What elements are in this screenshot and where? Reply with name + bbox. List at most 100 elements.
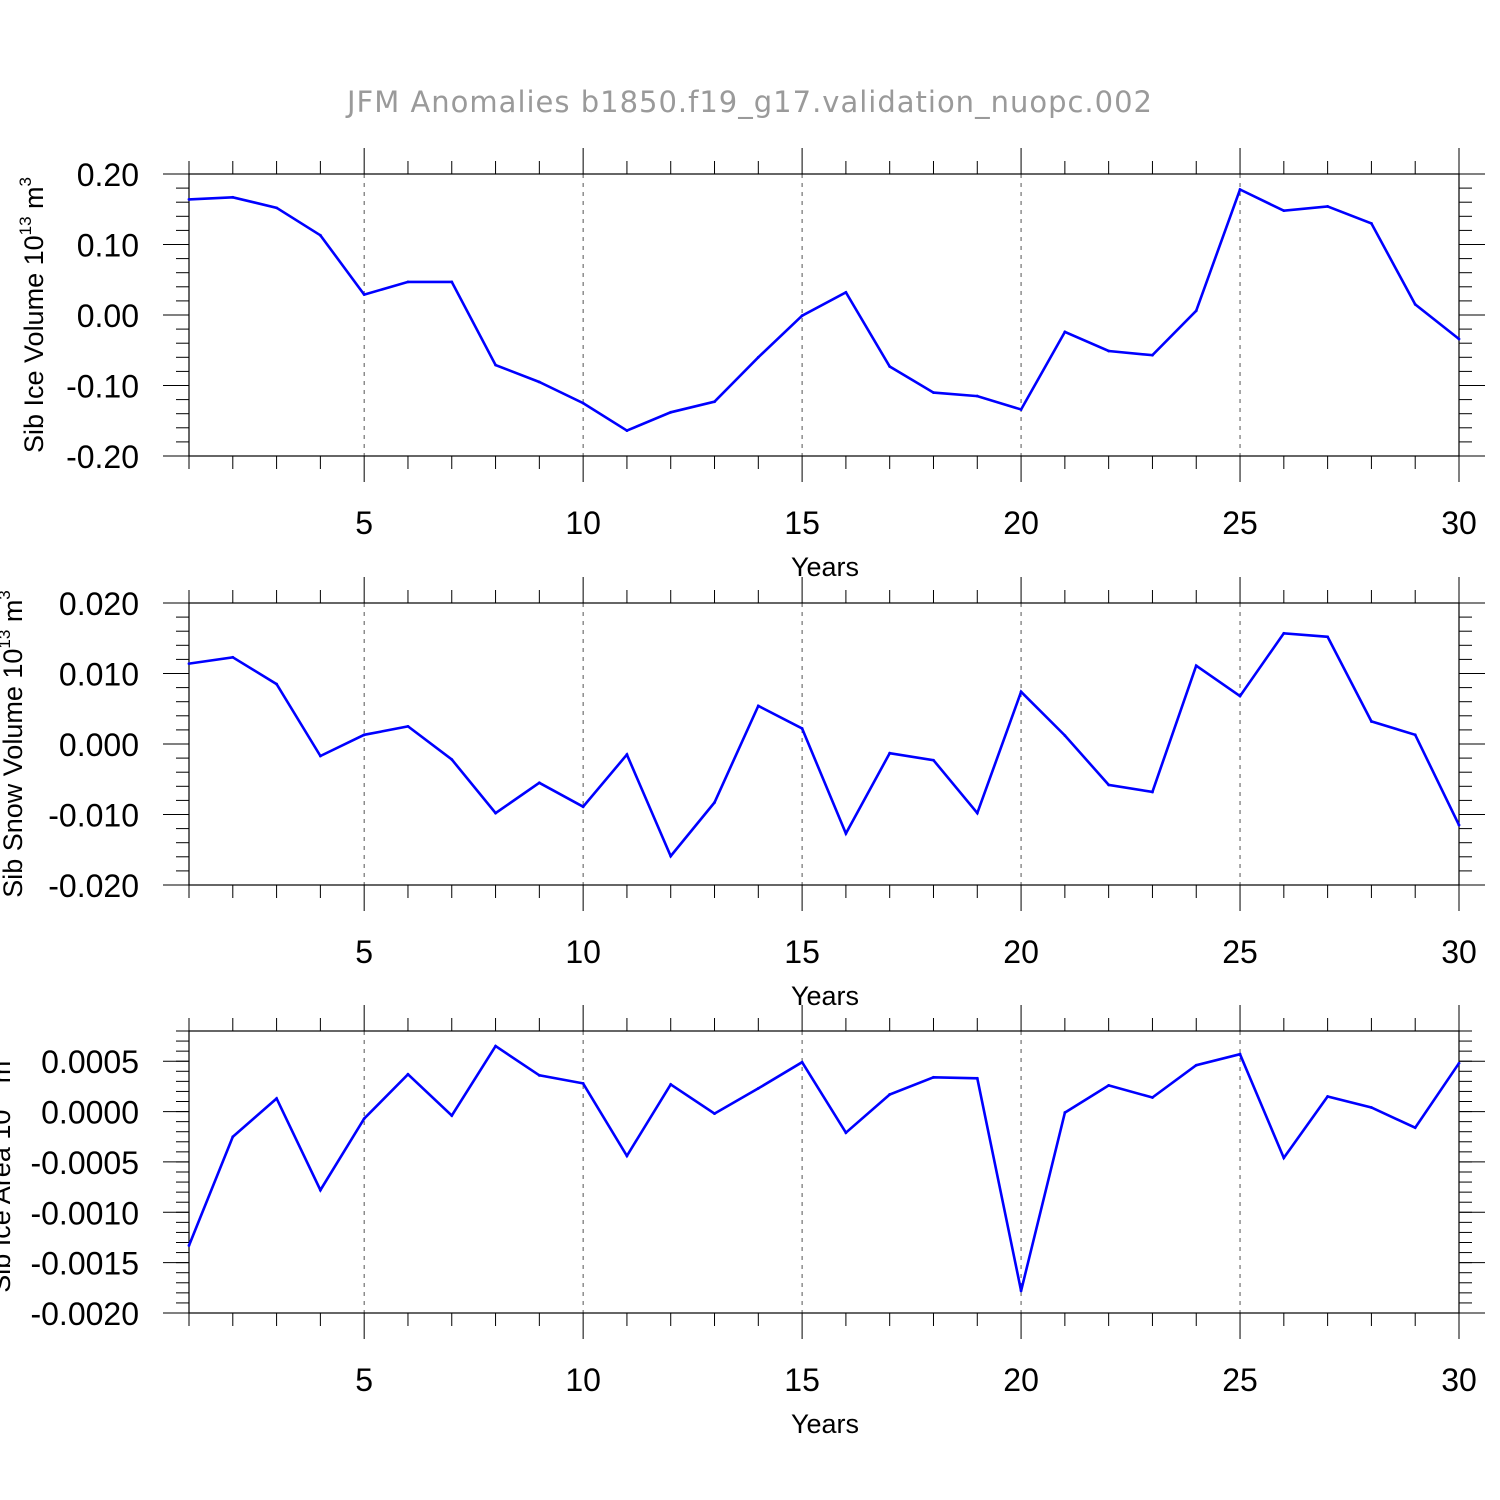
data-point: [1107, 349, 1111, 353]
data-point: [756, 355, 760, 359]
y-axis-label-superscript: 3: [16, 177, 35, 186]
data-point: [537, 781, 541, 785]
data-point: [1413, 1126, 1417, 1130]
data-point: [800, 314, 804, 318]
data-point: [1019, 1289, 1023, 1293]
data-point: [362, 1117, 366, 1121]
x-tick-label: 15: [784, 934, 820, 970]
data-point: [1107, 783, 1111, 787]
data-point: [1063, 330, 1067, 334]
data-point: [581, 401, 585, 405]
y-tick-label: -0.10: [66, 369, 139, 405]
data-point: [1457, 337, 1461, 341]
y-axis-label-part: Sib Ice Volume 10: [19, 235, 49, 453]
y-tick-label: -0.0015: [30, 1246, 139, 1282]
data-point: [888, 1093, 892, 1096]
data-point: [187, 197, 191, 201]
data-point: [537, 380, 541, 384]
y-axis-label: Sib Ice Area 1013 m2: [0, 1051, 16, 1293]
y-axis-label-part: m: [19, 186, 49, 216]
data-point: [713, 400, 716, 404]
data-point: [888, 365, 892, 368]
data-point: [669, 854, 673, 858]
x-tick-label: 30: [1441, 1362, 1477, 1398]
y-axis-label-superscript: 13: [0, 630, 14, 649]
panel-1: 5 10 15 20 25 30 0.20 0.10 0.00 -0.10 -0.20 Years Si…: [16, 148, 1485, 582]
data-point: [1282, 631, 1286, 635]
y-tick-label: -0.20: [66, 439, 139, 475]
data-point: [625, 1154, 629, 1158]
data-point: [1457, 1061, 1461, 1065]
data-point: [494, 811, 497, 815]
data-point: [888, 751, 892, 755]
data-point: [975, 811, 979, 815]
data-point: [581, 805, 585, 809]
panels: 5 10 15 20 25 300.200.100.00-0.10-0.20YearsSi…: [0, 148, 1485, 1439]
data-point: [275, 1097, 278, 1100]
data-point: [932, 758, 935, 762]
y-axis-label-part: Sib Ice Area 10: [0, 1110, 16, 1293]
data-point: [231, 655, 235, 659]
x-tick-label: 5: [355, 934, 373, 970]
data-point: [406, 724, 410, 728]
y-tick-label: 0.010: [59, 657, 139, 693]
figure-title: JFM Anomalies b1850.f19_g17.validation_n…: [345, 85, 1153, 119]
data-point: [844, 291, 848, 294]
y-axis-label-part: Sib Snow Volume 10: [0, 649, 28, 898]
data-point: [756, 704, 760, 708]
y-axis-label-superscript: 2: [0, 1051, 2, 1060]
data-point: [1019, 408, 1023, 411]
data-point: [844, 1131, 848, 1135]
y-tick-label: 0.000: [59, 727, 139, 763]
data-point: [1063, 734, 1067, 737]
series-line: [187, 1044, 1461, 1292]
data-point: [713, 801, 716, 804]
data-point: [1370, 1106, 1373, 1109]
x-tick-label: 20: [1003, 505, 1039, 541]
y-axis-label: Sib Ice Volume 1013 m3: [16, 177, 49, 453]
data-point: [1326, 635, 1330, 639]
data-point: [406, 1072, 410, 1076]
data-point: [1413, 303, 1417, 306]
y-tick-label: 0.020: [59, 586, 139, 622]
x-tick-label: 10: [565, 1362, 601, 1398]
data-point: [231, 1135, 235, 1139]
data-point: [625, 429, 629, 433]
x-tick-label: 15: [784, 1362, 820, 1398]
data-point: [1107, 1083, 1111, 1087]
data-point: [1457, 823, 1461, 827]
data-point: [1370, 221, 1373, 225]
data-point: [450, 280, 454, 284]
data-point: [494, 363, 497, 367]
data-point: [756, 1087, 760, 1090]
data-point: [800, 727, 804, 730]
data-point: [1151, 790, 1154, 794]
data-point: [1326, 205, 1330, 208]
y-tick-label: 0.00: [77, 298, 139, 334]
data-point: [318, 754, 322, 758]
data-point: [450, 758, 454, 761]
y-axis-label-superscript: 3: [0, 590, 14, 599]
data-point: [1194, 309, 1198, 313]
data-point: [318, 1188, 322, 1192]
data-point: [1151, 353, 1154, 357]
data-point: [1282, 209, 1286, 213]
y-tick-label: -0.0010: [30, 1195, 139, 1231]
data-point: [1019, 690, 1023, 694]
x-tick-label: 20: [1003, 1362, 1039, 1398]
data-point: [932, 1075, 935, 1079]
data-point: [362, 733, 366, 737]
data-point: [318, 233, 322, 237]
y-tick-label: 0.0000: [41, 1095, 139, 1131]
x-tick-label: 5: [355, 1362, 373, 1398]
x-tick-label: 10: [565, 934, 601, 970]
data-point: [975, 1076, 979, 1080]
y-axis-label: Sib Snow Volume 1013 m3: [0, 590, 28, 898]
x-tick-label: 15: [784, 505, 820, 541]
x-tick-label: 25: [1222, 934, 1258, 970]
y-tick-label: -0.010: [48, 798, 139, 834]
y-axis-label-superscript: 13: [0, 1091, 2, 1110]
data-point: [1194, 1063, 1198, 1067]
data-point: [450, 1114, 454, 1117]
